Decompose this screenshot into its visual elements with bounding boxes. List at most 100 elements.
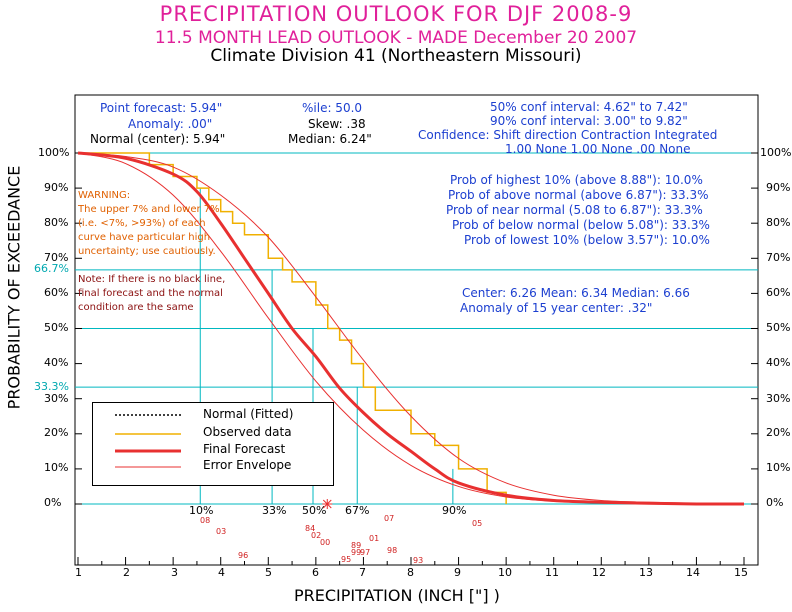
y-tick-label-right: 70%: [766, 251, 791, 264]
year-label: 02: [311, 531, 322, 540]
climo-anomaly: Anomaly of 15 year center: .32": [460, 301, 653, 315]
y-tick-label-right: 20%: [766, 426, 791, 439]
year-label: 08: [200, 516, 211, 525]
y-tick-label: 0%: [44, 496, 62, 509]
climo-center: Center: 6.26 Mean: 6.34 Median: 6.66: [462, 286, 690, 300]
chart-title: PRECIPITATION OUTLOOK FOR DJF 2008-9: [159, 2, 633, 26]
confidence-values: 1.00 None 1.00 None .00 None: [505, 142, 691, 156]
x-tick-label: 15: [734, 566, 748, 579]
x-tick-label: 7: [359, 566, 366, 579]
pct-label-90: 90%: [442, 504, 467, 517]
y-tick-label: 10%: [44, 461, 69, 474]
x-tick-label: 6: [312, 566, 319, 579]
year-label: 00: [320, 538, 331, 547]
prob-lowest10: Prob of lowest 10% (below 3.57"): 10.0%: [464, 233, 710, 247]
year-label: 95: [341, 555, 352, 564]
y-tick-label-right: 30%: [766, 392, 791, 405]
normal-center: Normal (center): 5.94": [90, 132, 226, 146]
x-tick-label: 14: [686, 566, 700, 579]
prob-below: Prob of below normal (below 5.08"): 33.3…: [452, 218, 710, 232]
year-label: 93: [413, 556, 424, 565]
x-tick-label: 2: [123, 566, 130, 579]
point-forecast: Point forecast: 5.94": [100, 101, 223, 115]
skew: Skew: .38: [308, 117, 366, 131]
year-label: 98: [387, 546, 398, 555]
year-label: 03: [216, 527, 227, 536]
y-tick-label-right: 0%: [766, 496, 784, 509]
median-marker: [322, 499, 333, 509]
plot-frame: [74, 94, 759, 566]
note-line: final forecast and the normal: [78, 288, 223, 299]
legend-label-observed: Observed data: [203, 425, 292, 439]
legend-label-normal: Normal (Fitted): [203, 407, 294, 421]
x-axis-title: PRECIPITATION (INCH ["] ): [294, 586, 500, 605]
final-forecast-series: [77, 151, 745, 506]
y-tick-label-right: 10%: [766, 461, 791, 474]
note-line: condition are the same: [78, 302, 194, 313]
x-tick-label: 10: [498, 566, 512, 579]
pct-label-33: 33%: [262, 504, 287, 517]
y-axis-title: PROBABILITY OF EXCEEDANCE: [4, 165, 24, 410]
median-marker-stroke: [322, 499, 332, 509]
y-tick-label: 100%: [38, 146, 70, 159]
y-tick-label-right: 100%: [760, 146, 792, 159]
y-tick-label-right: 60%: [766, 286, 791, 299]
year-label: 97: [360, 548, 371, 557]
y-tick-label: 20%: [44, 426, 69, 439]
y-tick-label: 30%: [44, 392, 69, 405]
ref-label-333: 33.3%: [34, 380, 69, 393]
pctile: %ile: 50.0: [302, 101, 363, 115]
y-tick-label: 90%: [44, 181, 69, 194]
warning-line: WARNING:: [78, 190, 131, 201]
legend-label-envelope: Error Envelope: [203, 458, 292, 472]
x-tick-label: 8: [407, 566, 414, 579]
y-tick-label-right: 80%: [766, 216, 791, 229]
anomaly: Anomaly: .00": [128, 117, 213, 131]
y-tick-label: 50%: [44, 321, 69, 334]
note-line: Note: If there is no black line,: [78, 274, 226, 285]
warning-line: The upper 7% and lower 7%: [78, 204, 220, 215]
pct-label-50: 50%: [302, 504, 327, 517]
legend: Normal (Fitted) Observed data Final Fore…: [92, 402, 334, 486]
y-tick-label-right: 40%: [766, 356, 791, 369]
y-tick-label-right: 90%: [766, 181, 791, 194]
x-tick-label: 4: [218, 566, 225, 579]
y-tick-label-right: 50%: [766, 321, 791, 334]
x-tick-label: 9: [454, 566, 461, 579]
year-label: 01: [369, 534, 380, 543]
legend-swatches: [115, 414, 181, 468]
warning-line: curve have particular high: [78, 232, 211, 243]
chart-subtitle: 11.5 MONTH LEAD OUTLOOK - MADE December …: [154, 28, 638, 48]
division-title: Climate Division 41 (Northeastern Missou…: [210, 46, 582, 66]
note-box: Note: If there is no black line, final f…: [78, 273, 225, 315]
x-tick-label: 1: [75, 566, 82, 579]
x-tick-label: 11: [545, 566, 559, 579]
x-tick-label: 5: [265, 566, 272, 579]
y-tick-label: 80%: [44, 216, 69, 229]
warning-box: WARNING: The upper 7% and lower 7% (i.e.…: [78, 189, 220, 259]
year-label: 96: [238, 551, 249, 560]
x-tick-label: 12: [592, 566, 606, 579]
ref-label-667: 66.7%: [34, 262, 69, 275]
legend-label-forecast: Final Forecast: [203, 442, 286, 456]
prob-near: Prob of near normal (5.08 to 6.87"): 33.…: [446, 203, 703, 217]
warning-line: uncertainty; use cautiously.: [78, 246, 216, 257]
year-label: 89: [351, 541, 362, 550]
conf90: 90% conf interval: 3.00" to 9.82": [490, 114, 688, 128]
year-label: 84: [305, 524, 316, 533]
confidence-header: Confidence: Shift direction Contraction …: [418, 128, 718, 142]
year-label: 05: [472, 519, 483, 528]
median: Median: 6.24": [288, 132, 372, 146]
pct-label-67: 67%: [345, 504, 370, 517]
x-tick-label: 3: [171, 566, 178, 579]
conf50: 50% conf interval: 4.62" to 7.42": [490, 100, 688, 114]
pct-label-10: 10%: [189, 504, 214, 517]
x-tick-label: 13: [639, 566, 653, 579]
year-label: 99: [351, 548, 362, 557]
y-tick-label: 40%: [44, 356, 69, 369]
observed-data-series: [78, 152, 507, 504]
y-tick-label: 70%: [44, 251, 69, 264]
y-tick-label: 60%: [44, 286, 69, 299]
year-label: 07: [384, 514, 395, 523]
